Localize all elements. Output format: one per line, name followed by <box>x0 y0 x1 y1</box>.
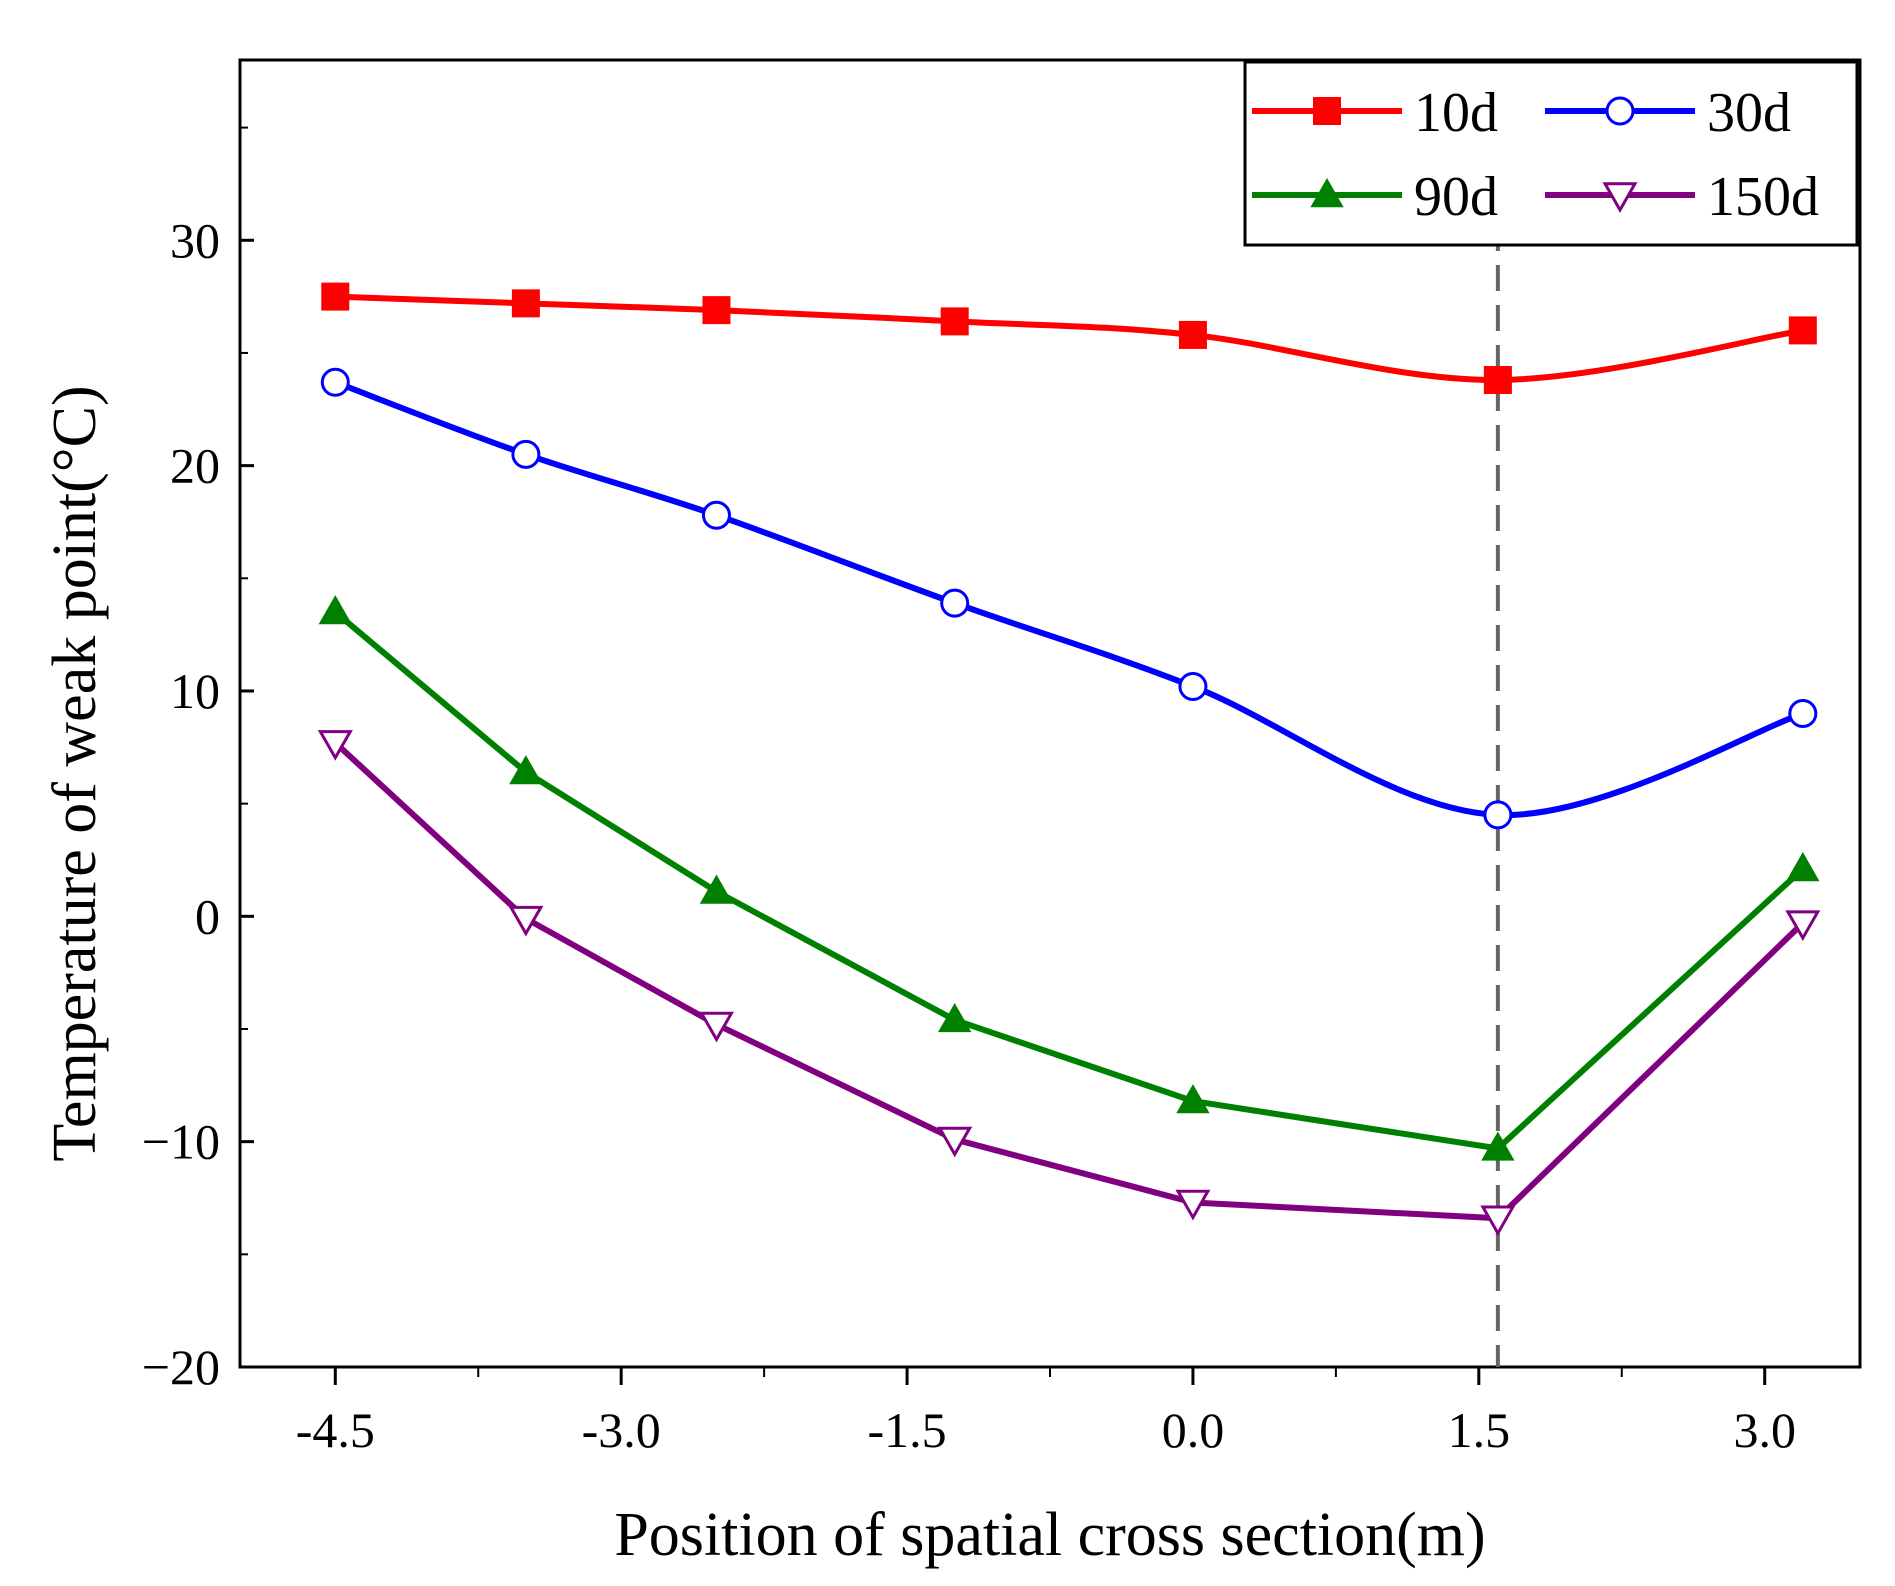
legend-box <box>1243 60 1859 247</box>
y-tick-label: 0 <box>195 888 220 944</box>
x-tick-label: -3.0 <box>582 1402 661 1458</box>
y-axis-title: Temperature of weak point(°C) <box>41 385 109 1161</box>
legend-label: 90d <box>1414 166 1498 228</box>
series-line <box>333 740 1805 1222</box>
data-point-marker <box>509 755 543 785</box>
data-point-marker <box>511 289 540 318</box>
data-point-marker <box>511 439 541 469</box>
series-line <box>335 293 1804 383</box>
data-point-marker <box>699 874 734 904</box>
series-10d <box>321 282 1817 394</box>
axes: −20 −10 0 10 20 30 -4.5 -3.0 -1.5 0.0 1.5 3.0 Positi… <box>41 58 1862 1569</box>
data-point-marker <box>937 1126 973 1158</box>
data-point-marker <box>1785 910 1821 942</box>
series-150d <box>317 730 1821 1237</box>
data-point-marker <box>698 1011 735 1043</box>
data-point-marker <box>1313 97 1341 125</box>
data-point-marker <box>318 595 352 625</box>
data-point-marker <box>1483 800 1513 830</box>
legend-item-150d: 150d <box>1545 166 1819 228</box>
plot-frame <box>238 58 1862 1369</box>
x-tick-label: 3.0 <box>1733 1402 1796 1458</box>
data-point-marker <box>1481 1131 1515 1161</box>
series-90d <box>318 595 1820 1161</box>
data-point-marker <box>1178 320 1207 349</box>
data-point-marker <box>1175 1189 1211 1221</box>
data-point-marker <box>938 1003 972 1033</box>
legend-item-90d: 90d <box>1252 166 1498 228</box>
x-axis-title: Position of spatial cross section(m) <box>614 1501 1485 1569</box>
x-tick-label: -1.5 <box>867 1402 946 1458</box>
series-line <box>333 609 1805 1152</box>
legend-item-10d: 10d <box>1252 82 1498 144</box>
data-point-marker <box>702 296 731 325</box>
y-tick-label: −20 <box>142 1339 220 1395</box>
series-30d <box>320 367 1818 830</box>
series-line <box>334 379 1804 818</box>
y-tick-label: 20 <box>170 438 220 494</box>
data-point-marker <box>1602 182 1638 213</box>
data-point-marker <box>1788 316 1817 345</box>
legend-label: 150d <box>1707 166 1819 228</box>
data-point-marker <box>1483 365 1512 394</box>
legend-item-30d: 30d <box>1545 82 1791 144</box>
data-point-marker <box>317 730 353 761</box>
data-point-marker <box>1786 852 1820 882</box>
legend-label: 30d <box>1707 82 1791 144</box>
data-point-marker <box>1176 1084 1210 1114</box>
data-point-marker <box>1605 96 1635 126</box>
data-point-marker <box>1178 671 1208 701</box>
data-point-marker <box>508 905 544 937</box>
x-tick-label: -4.5 <box>296 1402 375 1458</box>
data-point-marker <box>320 367 350 397</box>
y-tick-label: −10 <box>142 1114 220 1170</box>
data-point-marker <box>1788 699 1818 728</box>
x-tick-label: 0.0 <box>1162 1402 1225 1458</box>
legend-label: 10d <box>1414 82 1498 144</box>
y-tick-label: 30 <box>170 212 220 268</box>
data-point-marker <box>1310 178 1344 208</box>
y-tick-label: 10 <box>170 663 220 719</box>
data-point-marker <box>940 307 969 336</box>
data-point-marker <box>321 282 350 311</box>
series-group <box>317 282 1821 1237</box>
data-point-marker <box>701 500 731 530</box>
legend: 10d 30d 90d 150d <box>1243 60 1859 247</box>
x-tick-label: 1.5 <box>1448 1402 1511 1458</box>
data-point-marker <box>940 588 970 618</box>
data-point-marker <box>1480 1205 1516 1237</box>
